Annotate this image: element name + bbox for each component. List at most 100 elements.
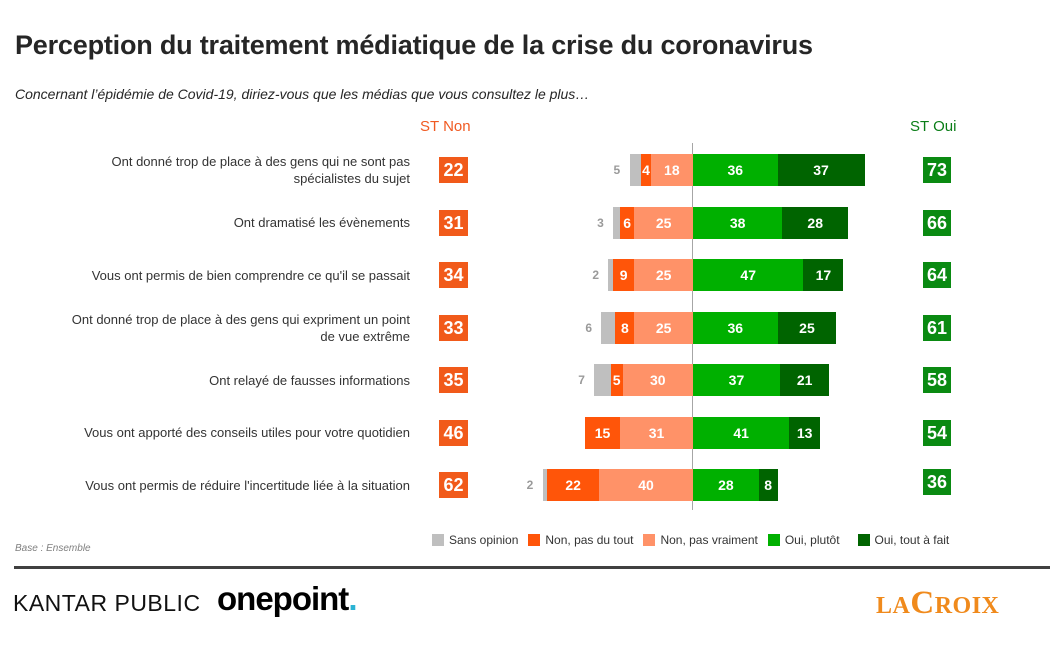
category-label-line: Ont donné trop de place à des gens qui e… (71, 311, 410, 327)
lacroix-logo-c: C (910, 585, 935, 621)
st-non-value: 33 (439, 314, 468, 341)
bar-segment-oui-plutot: 36 (693, 154, 778, 186)
onepoint-logo-text: onepoint (217, 580, 349, 617)
st-non-header: ST Non (420, 118, 471, 135)
onepoint-logo: onepoint. (217, 580, 358, 618)
base-note: Base : Ensemble (15, 543, 91, 554)
la-croix-logo: LACROIX (876, 585, 999, 622)
legend-label: Non, pas vraiment (660, 533, 758, 547)
bar-segment-non-pas-vraiment: 25 (634, 311, 693, 344)
category-label-line: Vous ont permis de réduire l'incertitude… (85, 477, 410, 493)
st-oui-value: 58 (923, 367, 951, 393)
kantar-logo-text: KANTAR PUBLIC (13, 590, 201, 616)
bar-segment-non-pas-du-tout: 9 (613, 259, 635, 291)
sans-opinion-value-label: 5 (613, 163, 621, 177)
bar-segment-oui-tout-a-fait: 8 (758, 469, 778, 501)
footer-divider (14, 566, 1050, 569)
st-oui-value: 66 (923, 209, 951, 236)
legend-swatch-non-pas-vraiment (643, 534, 656, 546)
sans-opinion-value-label: 3 (597, 215, 604, 230)
legend-swatch-oui-plutot (767, 534, 780, 546)
legend-label: Oui, plutôt (784, 533, 840, 547)
bar-segment-oui-tout-a-fait: 17 (803, 259, 844, 291)
bar-segment-sans-opinion (601, 311, 616, 344)
bar-segment-non-pas-du-tout: 5 (610, 364, 623, 396)
category-label: Ont donné trop de place à des gens qui n… (0, 153, 411, 187)
legend-swatch-non-pas-du-tout (528, 534, 541, 546)
category-label-line: Vous ont apporté des conseils utiles pou… (84, 425, 410, 440)
bar-segment-non-pas-du-tout: 8 (615, 311, 635, 344)
st-oui-value: 36 (923, 469, 951, 495)
kantar-public-logo: KANTAR PUBLIC (13, 590, 201, 617)
bar-segment-non-pas-vraiment: 31 (620, 416, 693, 449)
bar-segment-non-pas-vraiment: 40 (599, 469, 693, 501)
category-label: Vous ont permis de bien comprendre ce qu… (0, 267, 410, 284)
bar-segment-sans-opinion (608, 259, 614, 291)
st-oui-value: 54 (923, 419, 951, 446)
bar-segment-sans-opinion (629, 154, 642, 186)
lacroix-logo-la: LA (876, 593, 911, 619)
bar-segment-non-pas-du-tout: 6 (620, 206, 635, 239)
bar-segment-sans-opinion (542, 469, 548, 501)
bar-segment-sans-opinion (594, 364, 611, 396)
legend-label: Oui, tout à fait (874, 533, 950, 547)
bar-segment-oui-tout-a-fait: 13 (789, 416, 820, 449)
legend: Sans opinion Non, pas du tout Non, pas v… (432, 533, 959, 547)
st-oui-value: 64 (923, 262, 951, 288)
st-non-value: 62 (439, 472, 468, 498)
bar-segment-oui-plutot: 28 (693, 469, 759, 501)
bar-segment-oui-tout-a-fait: 25 (777, 311, 837, 344)
st-non-value: 34 (439, 262, 468, 288)
bar-segment-oui-plutot: 41 (693, 416, 790, 449)
bar-segment-non-pas-du-tout: 22 (547, 469, 599, 501)
bar-segment-sans-opinion (613, 206, 621, 239)
sans-opinion-value-label: 2 (592, 268, 600, 282)
legend-label: Sans opinion (449, 533, 519, 547)
bar-segment-non-pas-vraiment: 25 (634, 206, 693, 239)
bar-segment-non-pas-du-tout: 15 (584, 416, 621, 449)
category-label: Vous ont apporté des conseils utiles pou… (0, 424, 410, 441)
bar-segment-non-pas-vraiment: 25 (634, 259, 693, 291)
category-label-line: Ont dramatisé les évènements (233, 215, 410, 230)
chart-subtitle: Concernant l’épidémie de Covid-19, dirie… (15, 86, 590, 102)
bar-segment-non-pas-du-tout: 4 (641, 154, 651, 186)
bar-segment-oui-tout-a-fait: 37 (777, 154, 865, 186)
legend-label: Non, pas du tout (545, 533, 634, 547)
legend-item-oui-plutot: Oui, plutôt (767, 533, 840, 547)
st-non-value: 35 (439, 367, 468, 393)
lacroix-logo-roix: ROIX (934, 593, 1000, 619)
st-oui-value: 73 (923, 157, 951, 183)
bar-segment-oui-plutot: 47 (693, 259, 804, 291)
st-non-value: 31 (439, 209, 468, 236)
category-label: Ont relayé de fausses informations (0, 372, 410, 389)
category-label-line: de vue extrême (320, 328, 410, 344)
sans-opinion-value-label: 7 (578, 373, 585, 387)
bar-segment-non-pas-vraiment: 30 (622, 364, 693, 396)
legend-item-oui-tout-a-fait: Oui, tout à fait (857, 533, 950, 547)
bar-segment-oui-plutot: 37 (693, 364, 780, 396)
category-label-line: spécialistes du sujet (293, 171, 410, 186)
st-oui-header: ST Oui (910, 118, 957, 135)
bar-segment-oui-tout-a-fait: 28 (782, 206, 849, 239)
sans-opinion-value-label: 6 (585, 320, 593, 335)
sans-opinion-value-label: 2 (526, 478, 534, 492)
onepoint-logo-dot: . (348, 580, 357, 617)
category-label: Vous ont permis de réduire l'incertitude… (0, 477, 410, 494)
bar-segment-oui-plutot: 36 (693, 311, 778, 344)
st-non-value: 46 (439, 419, 468, 446)
legend-item-non-pas-vraiment: Non, pas vraiment (643, 533, 758, 547)
category-label: Ont donné trop de place à des gens qui e… (0, 311, 410, 345)
category-label: Ont dramatisé les évènements (0, 214, 410, 231)
category-label-line: Vous ont permis de bien comprendre ce qu… (91, 267, 410, 283)
legend-item-non-pas-du-tout: Non, pas du tout (528, 533, 633, 547)
category-label-line: Ont relayé de fausses informations (209, 372, 410, 388)
bar-segment-oui-plutot: 38 (693, 206, 783, 239)
legend-swatch-sans-opinion (432, 534, 444, 546)
legend-item-sans-opinion: Sans opinion (432, 533, 518, 547)
legend-swatch-oui-tout-a-fait (857, 534, 870, 546)
bar-segment-non-pas-vraiment: 18 (650, 154, 693, 186)
st-oui-value: 61 (923, 314, 951, 341)
st-non-value: 22 (439, 157, 468, 183)
bar-segment-oui-tout-a-fait: 21 (779, 364, 830, 396)
chart-title: Perception du traitement médiatique de l… (15, 30, 813, 60)
